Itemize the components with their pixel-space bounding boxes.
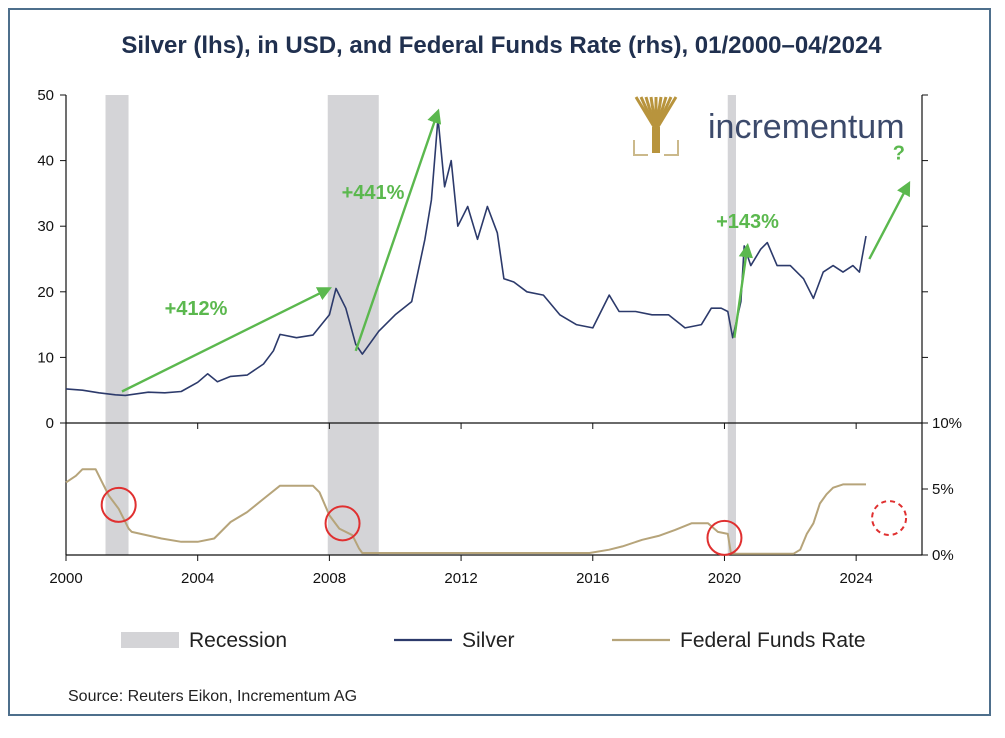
annotation-label-3: ? [893, 143, 905, 165]
incrementum-logo: incrementum [633, 96, 905, 156]
axes: 0 10 20 30 40 50 0% 5% 10% 2000 2004 2008 2012 2016 20… [37, 87, 962, 587]
series-federal-funds-rate [65, 468, 866, 555]
x-tick-label: 2004 [181, 570, 214, 587]
highlight-circle-3 [871, 500, 908, 537]
recession-band-0 [105, 95, 129, 555]
x-tick-label: 2000 [49, 570, 82, 587]
series-silver [65, 117, 867, 397]
annotation-arrow-0 [121, 287, 332, 393]
x-tick-label: 2020 [708, 570, 741, 587]
left-tick-label: 20 [37, 284, 54, 301]
annotation-arrow-2 [733, 243, 753, 338]
annotation-arrow-3 [868, 181, 911, 260]
source-note: Source: Reuters Eikon, Incrementum AG [68, 688, 358, 705]
left-tick-label: 10 [37, 349, 54, 366]
annotation-arrow-1 [354, 108, 442, 352]
right-tick-label: 0% [932, 547, 954, 564]
legend: Recession Silver Federal Funds Rate [121, 629, 866, 652]
right-tick-label: 5% [932, 481, 954, 498]
left-tick-label: 0 [46, 415, 54, 432]
x-tick-label: 2016 [576, 570, 609, 587]
left-tick-label: 50 [37, 87, 54, 104]
series-lines [65, 117, 867, 555]
tree-icon [633, 96, 679, 156]
x-tick-label: 2012 [444, 570, 477, 587]
highlight-circle-1 [324, 505, 361, 542]
annotation-label-1: +441% [342, 182, 405, 204]
legend-swatch-recession [121, 632, 179, 648]
annotation-label-2: +143% [716, 211, 779, 233]
annotations: +412% +441% +143%? [100, 108, 911, 556]
logo-text: incrementum [708, 108, 905, 146]
x-tick-label: 2008 [313, 570, 346, 587]
recession-band-2 [727, 95, 736, 555]
left-tick-label: 40 [37, 153, 54, 170]
highlight-circle-0 [100, 486, 137, 523]
recession-bands [105, 95, 736, 555]
right-tick-label: 10% [932, 415, 962, 432]
chart-frame: Silver (lhs), in USD, and Federal Funds … [8, 8, 991, 716]
x-tick-label: 2024 [839, 570, 872, 587]
left-tick-label: 30 [37, 218, 54, 235]
highlight-circle-2 [706, 519, 743, 556]
recession-band-1 [327, 95, 379, 555]
annotation-label-0: +412% [165, 298, 228, 320]
legend-label-federal-funds-rate: Federal Funds Rate [680, 629, 866, 652]
legend-label-silver: Silver [462, 629, 515, 652]
chart-title: Silver (lhs), in USD, and Federal Funds … [121, 32, 882, 59]
legend-label-recession: Recession [189, 629, 287, 652]
